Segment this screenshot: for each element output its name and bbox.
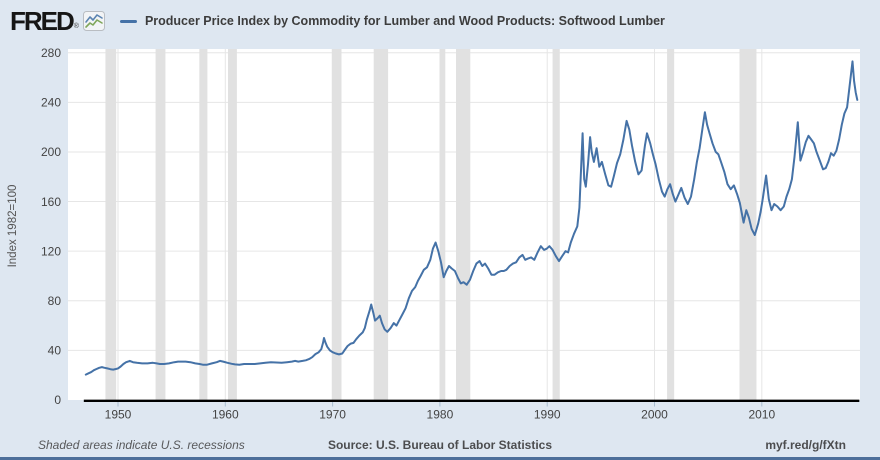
fred-logo-text: FRED	[10, 6, 75, 36]
source-text: Source: U.S. Bureau of Labor Statistics	[327, 438, 553, 452]
y-tick-label: 240	[41, 96, 61, 110]
recession-note: Shaded areas indicate U.S. recessions	[38, 438, 245, 452]
x-tick-label: 1990	[534, 408, 561, 422]
recession-band	[439, 49, 446, 400]
legend-line-swatch	[119, 19, 137, 23]
y-tick-label: 80	[48, 294, 62, 308]
recession-band	[667, 49, 675, 400]
data-line	[84, 60, 859, 376]
recession-band	[105, 49, 117, 400]
recession-band	[227, 49, 237, 400]
recession-band	[155, 49, 166, 400]
y-tick-label: 280	[41, 46, 61, 60]
short-url-link[interactable]: myf.red/g/fXtn	[765, 438, 846, 452]
fred-logo-chart-icon	[82, 11, 105, 31]
recession-band	[373, 49, 389, 400]
chart-footer: Shaded areas indicate U.S. recessions So…	[0, 438, 880, 454]
y-tick-label: 40	[48, 344, 62, 358]
recession-band	[331, 49, 342, 400]
y-tick-label: 120	[41, 244, 61, 258]
chart-header: FRED ® Producer Price Index by Commodity…	[10, 6, 665, 36]
x-tick-label: 2000	[641, 408, 668, 422]
recession-band	[552, 49, 560, 400]
fred-logo: FRED ®	[10, 8, 79, 34]
chart-plot-area: 0 40 80 120 160 200 240 280 1950 1960 1970 1980 1990…	[41, 46, 860, 422]
y-axis-title: Index 1982=100	[7, 184, 19, 268]
recession-band	[739, 49, 757, 400]
x-tick-label: 1970	[319, 408, 346, 422]
x-tick-label: 1960	[212, 408, 239, 422]
x-tick-label: 1980	[427, 408, 454, 422]
y-tick-label: 200	[41, 145, 61, 159]
series-title: Producer Price Index by Commodity for Lu…	[144, 14, 665, 28]
y-tick-label: 0	[54, 393, 61, 407]
y-tick-label: 160	[41, 195, 61, 209]
recession-band	[199, 49, 208, 400]
recession-band	[456, 49, 471, 400]
x-tick-label: 2010	[748, 408, 775, 422]
registered-mark: ®	[73, 23, 79, 30]
x-tick-label: 1950	[105, 408, 132, 422]
